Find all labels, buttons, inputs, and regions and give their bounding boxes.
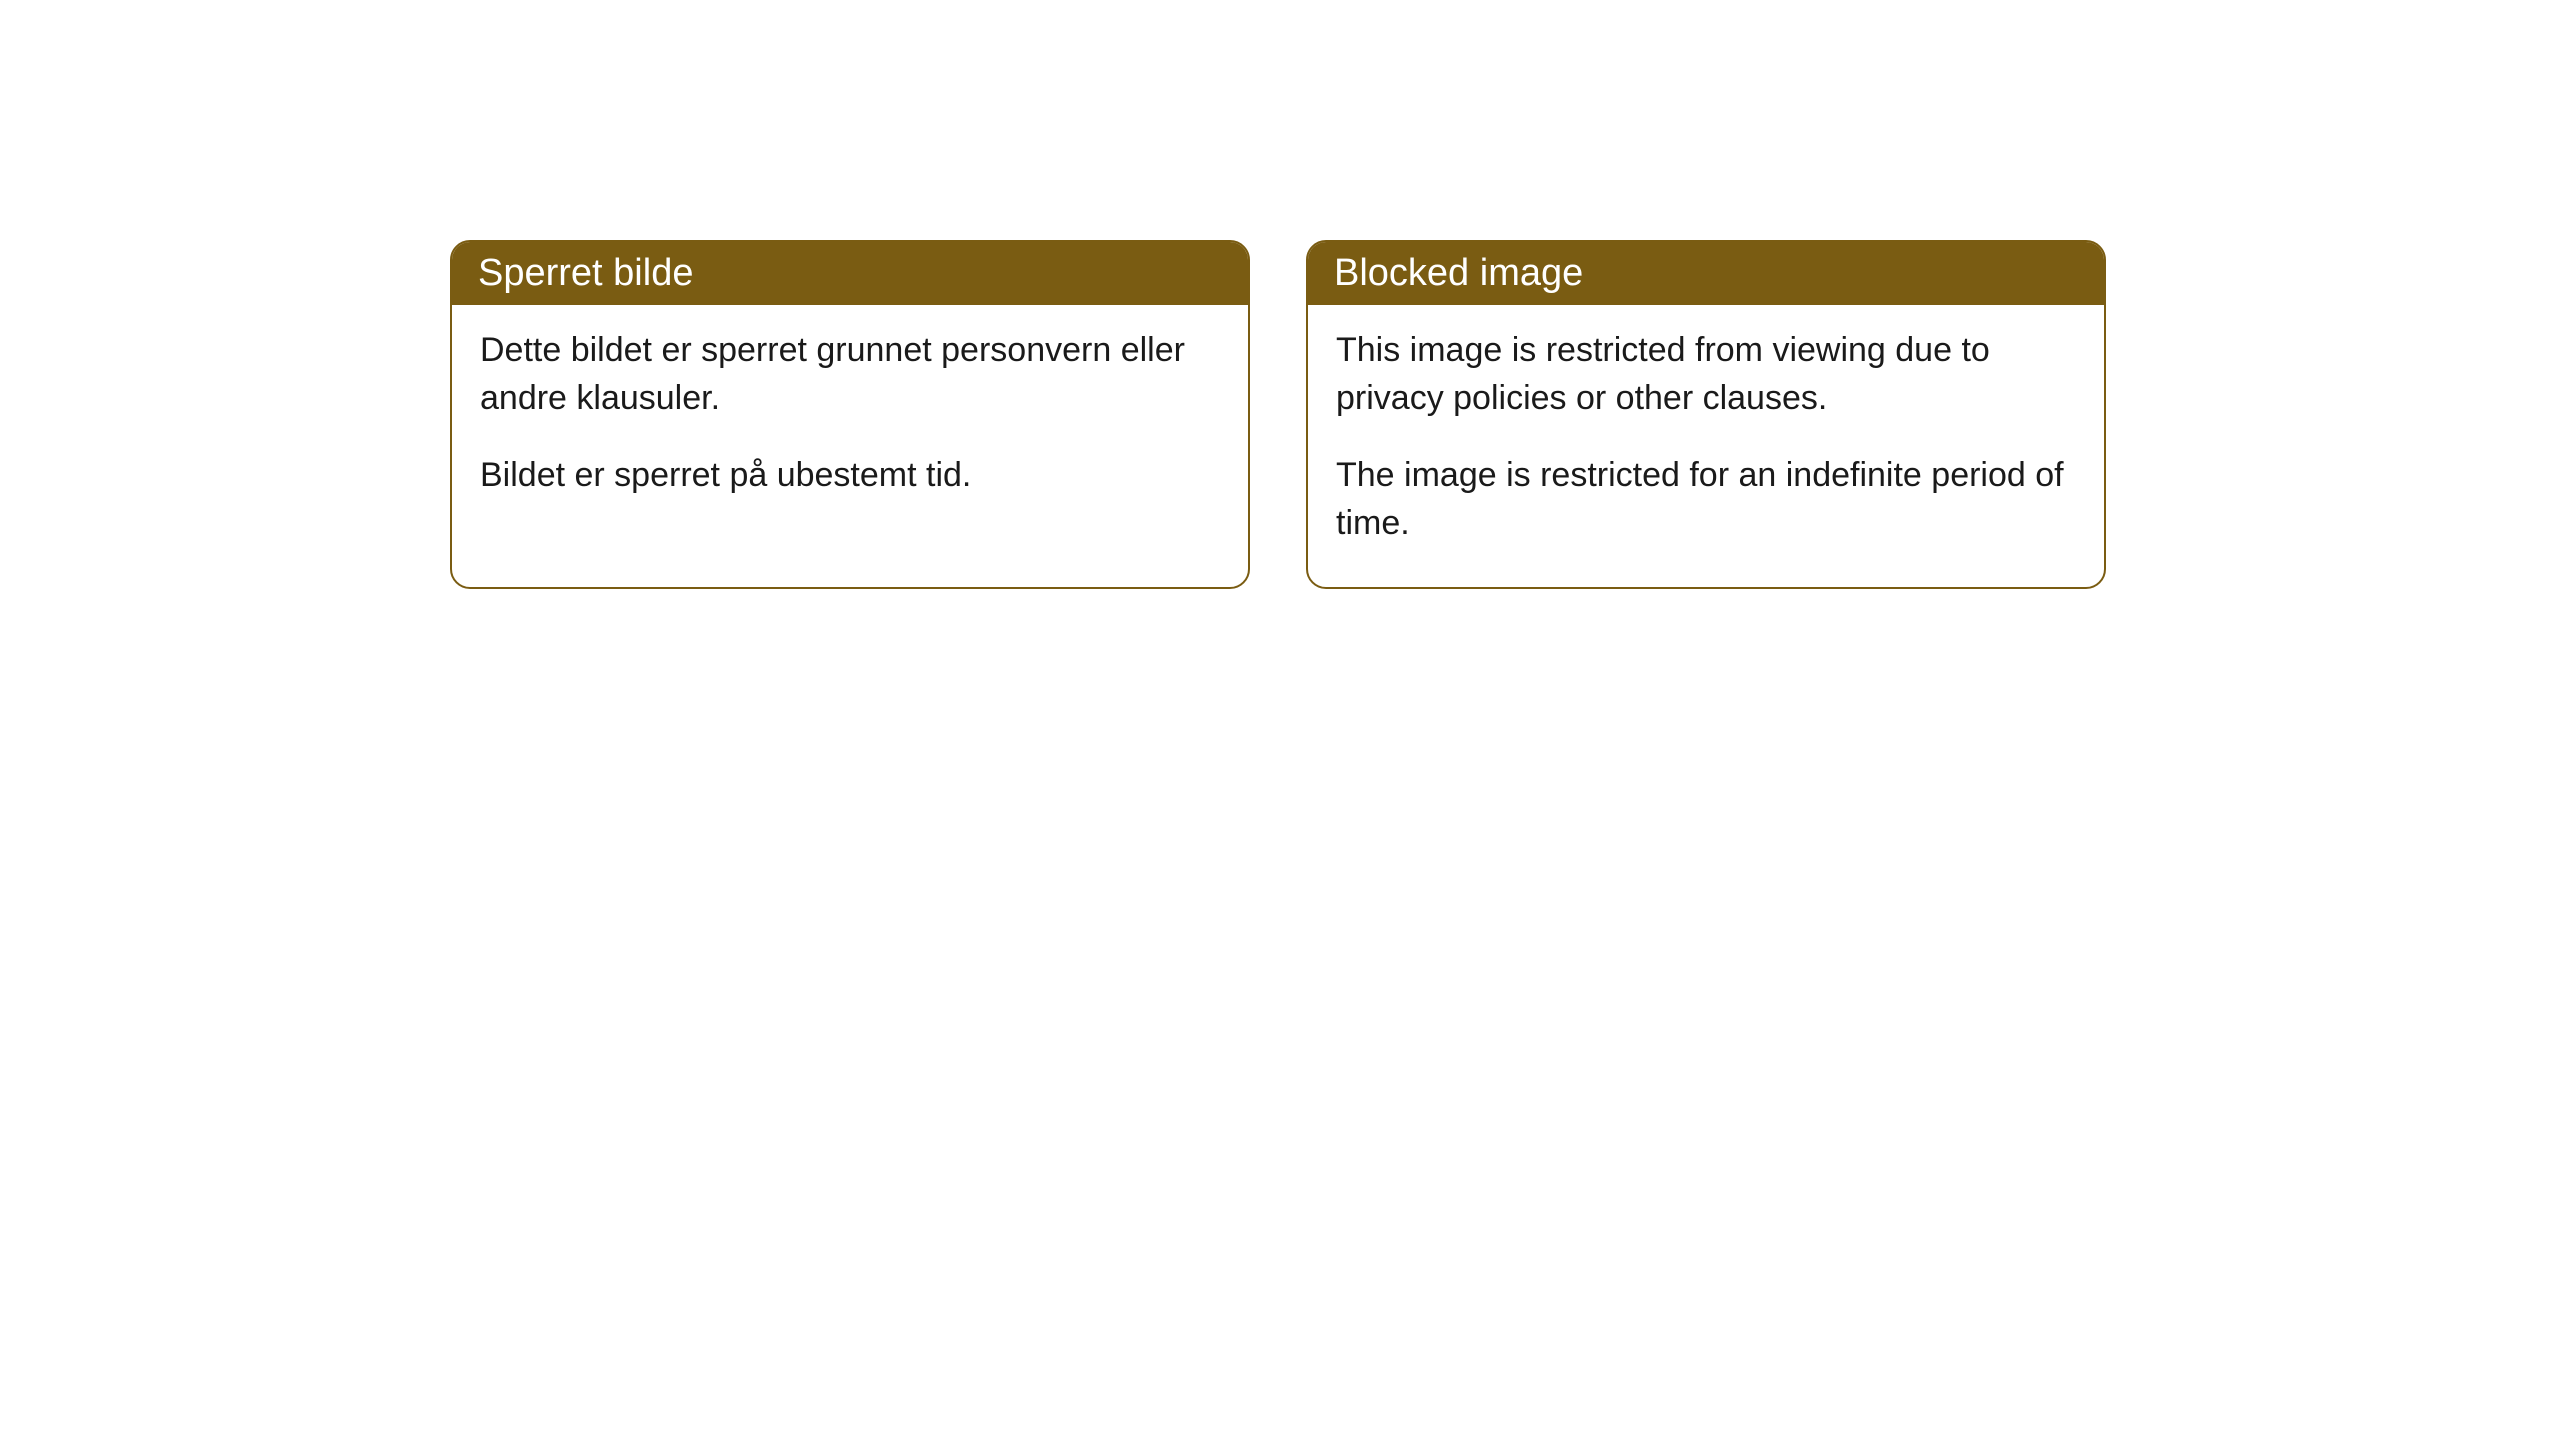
card-paragraph: Dette bildet er sperret grunnet personve…: [480, 327, 1220, 422]
card-header-norwegian: Sperret bilde: [452, 242, 1248, 305]
message-card-norwegian: Sperret bilde Dette bildet er sperret gr…: [450, 240, 1250, 589]
message-cards-container: Sperret bilde Dette bildet er sperret gr…: [0, 0, 2560, 589]
card-paragraph: This image is restricted from viewing du…: [1336, 327, 2076, 422]
card-paragraph: The image is restricted for an indefinit…: [1336, 452, 2076, 547]
card-body-norwegian: Dette bildet er sperret grunnet personve…: [452, 305, 1248, 540]
card-header-english: Blocked image: [1308, 242, 2104, 305]
card-paragraph: Bildet er sperret på ubestemt tid.: [480, 452, 1220, 500]
message-card-english: Blocked image This image is restricted f…: [1306, 240, 2106, 589]
card-body-english: This image is restricted from viewing du…: [1308, 305, 2104, 587]
